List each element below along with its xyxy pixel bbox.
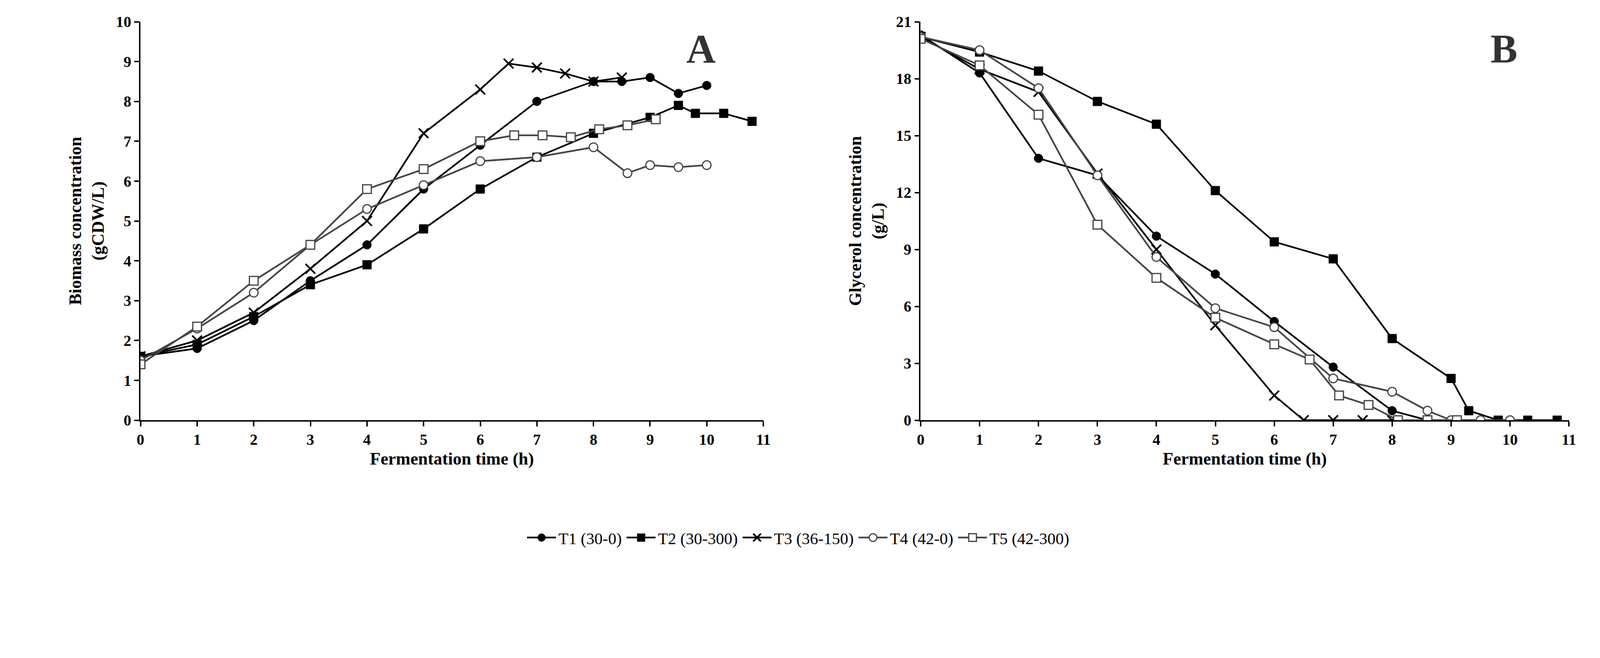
svg-text:9: 9 bbox=[1446, 431, 1455, 449]
svg-text:9: 9 bbox=[903, 240, 912, 259]
svg-text:6: 6 bbox=[476, 431, 485, 449]
svg-text:5: 5 bbox=[123, 212, 132, 230]
svg-text:5: 5 bbox=[419, 431, 428, 449]
svg-text:8: 8 bbox=[1388, 431, 1396, 449]
svg-text:10: 10 bbox=[698, 431, 715, 449]
svg-text:T4 (42-0): T4 (42-0) bbox=[890, 529, 954, 549]
svg-text:9: 9 bbox=[646, 431, 654, 449]
svg-text:8: 8 bbox=[123, 92, 132, 111]
svg-text:8: 8 bbox=[589, 431, 598, 449]
svg-text:B: B bbox=[1490, 26, 1518, 72]
svg-text:18: 18 bbox=[895, 69, 912, 88]
svg-text:0: 0 bbox=[123, 411, 132, 430]
svg-text:5: 5 bbox=[1211, 431, 1220, 449]
svg-text:12: 12 bbox=[895, 183, 912, 202]
svg-text:10: 10 bbox=[1502, 431, 1518, 449]
svg-text:0: 0 bbox=[136, 431, 145, 449]
svg-text:4: 4 bbox=[123, 252, 132, 270]
svg-text:6: 6 bbox=[1270, 431, 1279, 449]
svg-text:T3 (36-150): T3 (36-150) bbox=[774, 529, 854, 549]
svg-text:1: 1 bbox=[193, 431, 201, 449]
svg-text:11: 11 bbox=[1561, 431, 1577, 449]
svg-text:2: 2 bbox=[250, 431, 258, 449]
svg-text:4: 4 bbox=[1152, 431, 1161, 449]
svg-text:A: A bbox=[686, 26, 716, 72]
svg-text:9: 9 bbox=[123, 53, 132, 71]
svg-text:6: 6 bbox=[123, 172, 132, 191]
svg-text:T2 (30-300): T2 (30-300) bbox=[657, 529, 738, 549]
svg-text:7: 7 bbox=[1329, 431, 1337, 449]
svg-text:0: 0 bbox=[916, 431, 925, 449]
svg-text:3: 3 bbox=[123, 292, 132, 310]
svg-text:11: 11 bbox=[755, 431, 771, 449]
svg-text:Fermentation time (h): Fermentation time (h) bbox=[369, 449, 534, 469]
svg-text:T5 (42-300): T5 (42-300) bbox=[989, 529, 1070, 549]
svg-text:10: 10 bbox=[115, 13, 132, 31]
svg-text:7: 7 bbox=[532, 431, 541, 449]
svg-text:3: 3 bbox=[1093, 431, 1102, 449]
svg-text:Glycerol concentration(g/L): Glycerol concentration(g/L) bbox=[845, 136, 888, 307]
svg-text:6: 6 bbox=[903, 297, 912, 316]
svg-text:21: 21 bbox=[895, 13, 912, 31]
svg-text:Fermentation time (h): Fermentation time (h) bbox=[1162, 449, 1327, 469]
svg-text:1: 1 bbox=[123, 372, 132, 390]
svg-text:3: 3 bbox=[306, 431, 315, 449]
svg-text:T1 (30-0): T1 (30-0) bbox=[558, 529, 622, 549]
svg-text:Biomass concentration(gCDW/L): Biomass concentration(gCDW/L) bbox=[65, 137, 108, 306]
svg-text:15: 15 bbox=[895, 126, 912, 145]
svg-text:3: 3 bbox=[903, 354, 912, 373]
svg-text:7: 7 bbox=[123, 132, 132, 151]
svg-text:1: 1 bbox=[975, 431, 984, 449]
svg-text:2: 2 bbox=[1034, 431, 1043, 449]
svg-text:2: 2 bbox=[123, 332, 132, 350]
svg-text:0: 0 bbox=[903, 411, 912, 430]
svg-text:4: 4 bbox=[362, 431, 371, 449]
